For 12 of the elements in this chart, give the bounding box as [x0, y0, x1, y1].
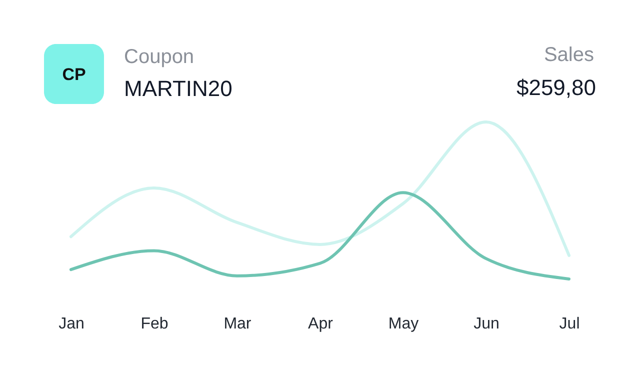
text: CP: [62, 65, 86, 84]
x-tick-label: Jun: [474, 316, 500, 332]
x-tick-label: May: [388, 316, 419, 332]
text: MARTIN20: [124, 76, 232, 101]
text: $259,80: [516, 75, 596, 100]
text: Coupon: [124, 46, 194, 68]
x-tick-label: Feb: [140, 316, 168, 332]
x-tick-label: Jul: [559, 316, 580, 332]
x-tick-label: Jan: [58, 316, 84, 332]
x-tick-label: Mar: [224, 316, 252, 332]
text: Sales: [544, 44, 594, 66]
x-tick-label: Apr: [308, 316, 334, 332]
